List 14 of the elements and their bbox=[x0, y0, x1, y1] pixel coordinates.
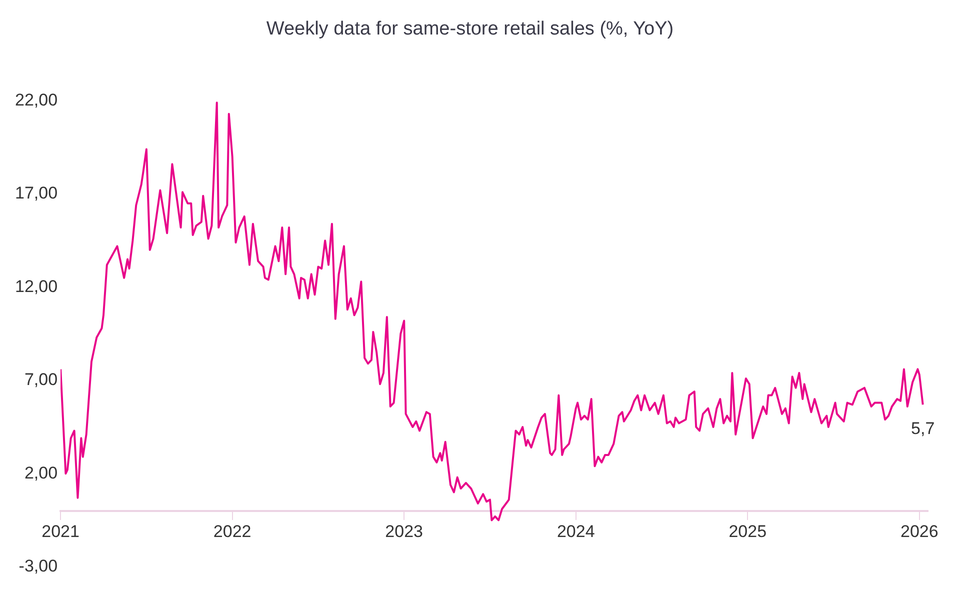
y-tick-label: 7,00 bbox=[24, 370, 58, 390]
x-tick-label: 2023 bbox=[385, 522, 424, 541]
chart-title: Weekly data for same-store retail sales (%, YoY) bbox=[266, 18, 674, 40]
x-tick-label: 2022 bbox=[213, 522, 252, 541]
x-tick-label: 2025 bbox=[728, 522, 767, 541]
x-tick-label: 2021 bbox=[42, 522, 80, 541]
y-tick-label: -3,00 bbox=[18, 556, 58, 576]
y-tick-label: 17,00 bbox=[14, 184, 58, 203]
y-tick-label: 12,00 bbox=[14, 276, 58, 296]
y-tick-label: 2,00 bbox=[24, 463, 58, 482]
y-tick-label: 22,00 bbox=[14, 90, 58, 110]
x-tick-label: 2026 bbox=[900, 522, 938, 541]
x-tick-label: 2024 bbox=[556, 522, 595, 541]
annotation: 5,7 bbox=[911, 418, 935, 438]
